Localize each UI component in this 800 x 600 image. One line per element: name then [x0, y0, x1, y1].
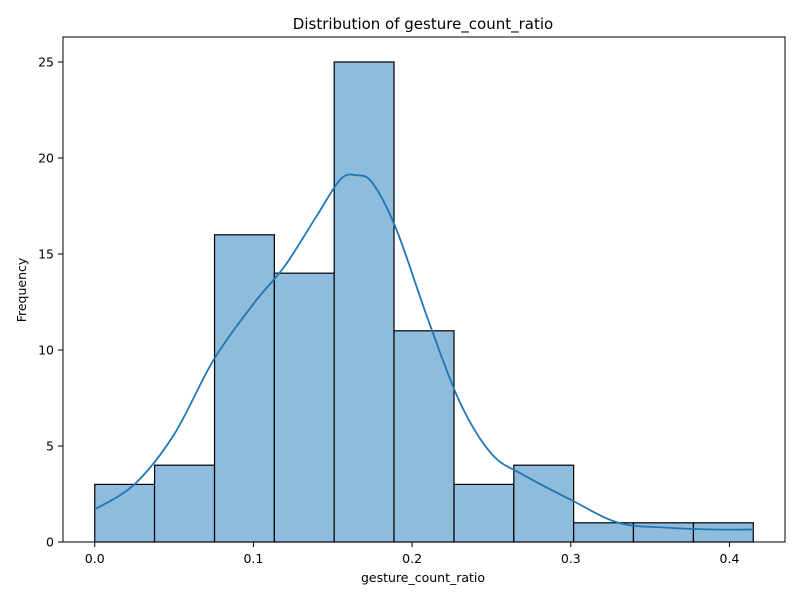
- x-axis-label: gesture_count_ratio: [361, 570, 485, 585]
- chart-title: Distribution of gesture_count_ratio: [293, 15, 553, 34]
- histogram-bar-8: [573, 522, 635, 543]
- y-tick-label-4: 20: [38, 150, 54, 165]
- y-tick-label-2: 10: [38, 342, 54, 357]
- x-axis: 0.0 0.1 0.2 0.3 0.4: [85, 542, 740, 566]
- x-tick-label-0: 0.0: [85, 551, 105, 566]
- y-tick-label-3: 15: [38, 246, 54, 261]
- x-tick-label-4: 0.4: [720, 551, 740, 566]
- y-tick-label-5: 25: [38, 54, 54, 69]
- histogram-bar-6: [453, 483, 515, 543]
- histogram-bar-4: [333, 61, 395, 543]
- x-tick-label-2: 0.2: [402, 551, 422, 566]
- histogram-bar-0: [94, 483, 156, 543]
- histogram-bar-3: [273, 272, 335, 543]
- histogram-bar-2: [213, 234, 275, 543]
- y-tick-label-0: 0: [46, 535, 54, 550]
- histogram-bar-1: [153, 464, 216, 543]
- kde-line: [94, 173, 754, 531]
- plot-frame: [62, 36, 786, 543]
- y-axis-label: Frequency: [14, 257, 29, 322]
- x-tick-label-1: 0.1: [243, 551, 263, 566]
- histogram-bar-5: [393, 330, 455, 543]
- y-axis: 0 5 10 15 20 25: [38, 54, 63, 550]
- histogram-bar-10: [692, 522, 754, 543]
- x-tick-label-3: 0.3: [561, 551, 581, 566]
- y-tick-label-1: 5: [46, 438, 54, 453]
- bars-group: [94, 61, 754, 543]
- histogram-bar-7: [513, 464, 575, 543]
